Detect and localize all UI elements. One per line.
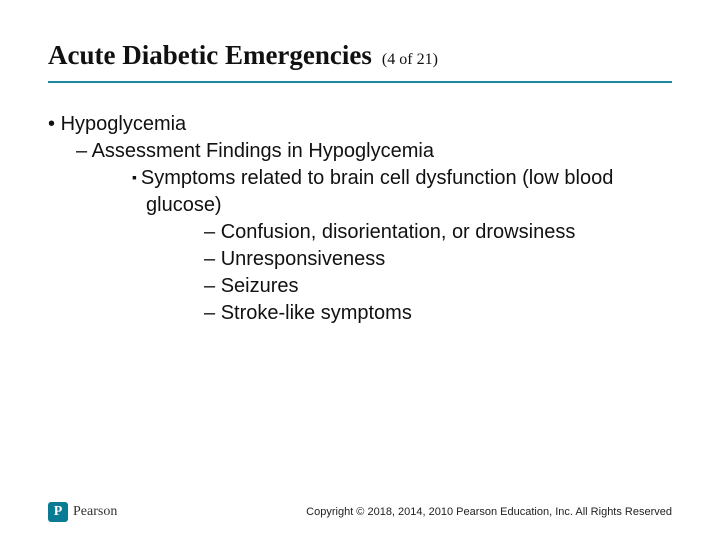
bullet-list-lvl3: Symptoms related to brain cell dysfuncti… bbox=[76, 165, 672, 327]
list-item: Hypoglycemia Assessment Findings in Hypo… bbox=[48, 111, 672, 327]
list-item: Assessment Findings in Hypoglycemia Symp… bbox=[76, 138, 672, 327]
logo-text: Pearson bbox=[73, 504, 117, 520]
bullet-list-lvl4: Confusion, disorientation, or drowsiness… bbox=[146, 219, 672, 327]
slide-content: Hypoglycemia Assessment Findings in Hypo… bbox=[48, 111, 672, 327]
list-item: Seizures bbox=[218, 273, 672, 300]
list-item: Unresponsiveness bbox=[218, 246, 672, 273]
footer: P Pearson Copyright © 2018, 2014, 2010 P… bbox=[48, 502, 672, 522]
list-item-text: Stroke-like symptoms bbox=[221, 302, 412, 324]
slide-title: Acute Diabetic Emergencies bbox=[48, 40, 372, 71]
title-row: Acute Diabetic Emergencies (4 of 21) bbox=[48, 40, 672, 71]
logo-mark-icon: P bbox=[48, 502, 68, 522]
title-underline bbox=[48, 81, 672, 83]
list-item: Symptoms related to brain cell dysfuncti… bbox=[132, 165, 672, 327]
list-item-text: Hypoglycemia bbox=[61, 113, 187, 135]
logo-letter: P bbox=[54, 505, 63, 519]
list-item: Confusion, disorientation, or drowsiness bbox=[218, 219, 672, 246]
pearson-logo: P Pearson bbox=[48, 502, 117, 522]
list-item: Stroke-like symptoms bbox=[218, 300, 672, 327]
list-item-text: Unresponsiveness bbox=[221, 248, 386, 270]
list-item-text: Symptoms related to brain cell dysfuncti… bbox=[141, 167, 613, 216]
bullet-list-lvl1: Hypoglycemia Assessment Findings in Hypo… bbox=[48, 111, 672, 327]
slide: Acute Diabetic Emergencies (4 of 21) Hyp… bbox=[0, 0, 720, 540]
list-item-text: Assessment Findings in Hypoglycemia bbox=[92, 140, 434, 162]
page-indicator: (4 of 21) bbox=[382, 51, 438, 69]
bullet-list-lvl2: Assessment Findings in Hypoglycemia Symp… bbox=[48, 138, 672, 327]
list-item-text: Seizures bbox=[221, 275, 299, 297]
copyright-text: Copyright © 2018, 2014, 2010 Pearson Edu… bbox=[306, 506, 672, 518]
list-item-text: Confusion, disorientation, or drowsiness bbox=[221, 221, 576, 243]
